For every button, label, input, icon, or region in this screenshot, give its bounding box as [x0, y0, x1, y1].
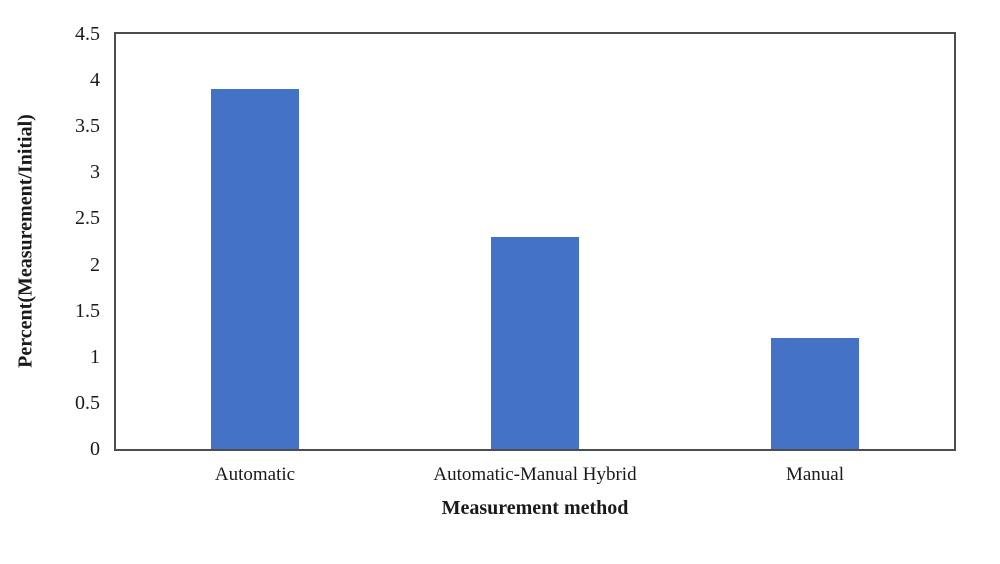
y-tick-label: 3	[90, 161, 100, 184]
bar-automatic	[211, 89, 299, 449]
bar-automatic-manual-hybrid	[491, 236, 579, 449]
y-tick-label: 3.5	[75, 115, 100, 138]
x-category-label: Automatic-Manual Hybrid	[433, 464, 637, 485]
x-category-label: Manual	[785, 464, 845, 485]
y-axis-title: Percent(Measurement/Initial)	[14, 114, 37, 368]
y-tick-label: 4	[90, 69, 100, 92]
y-tick-label: 0.5	[75, 391, 100, 414]
y-tick-label: 1.5	[75, 299, 100, 322]
y-tick-label: 4.5	[75, 23, 100, 45]
y-tick-label: 1	[90, 345, 100, 368]
x-category-label: Automatic	[214, 464, 296, 485]
x-axis-title: Measurement method	[441, 497, 629, 519]
bar-manual	[771, 338, 859, 449]
y-tick-label: 0	[90, 438, 100, 460]
y-tick-label: 2	[90, 253, 100, 276]
y-tick-label: 2.5	[75, 207, 100, 230]
